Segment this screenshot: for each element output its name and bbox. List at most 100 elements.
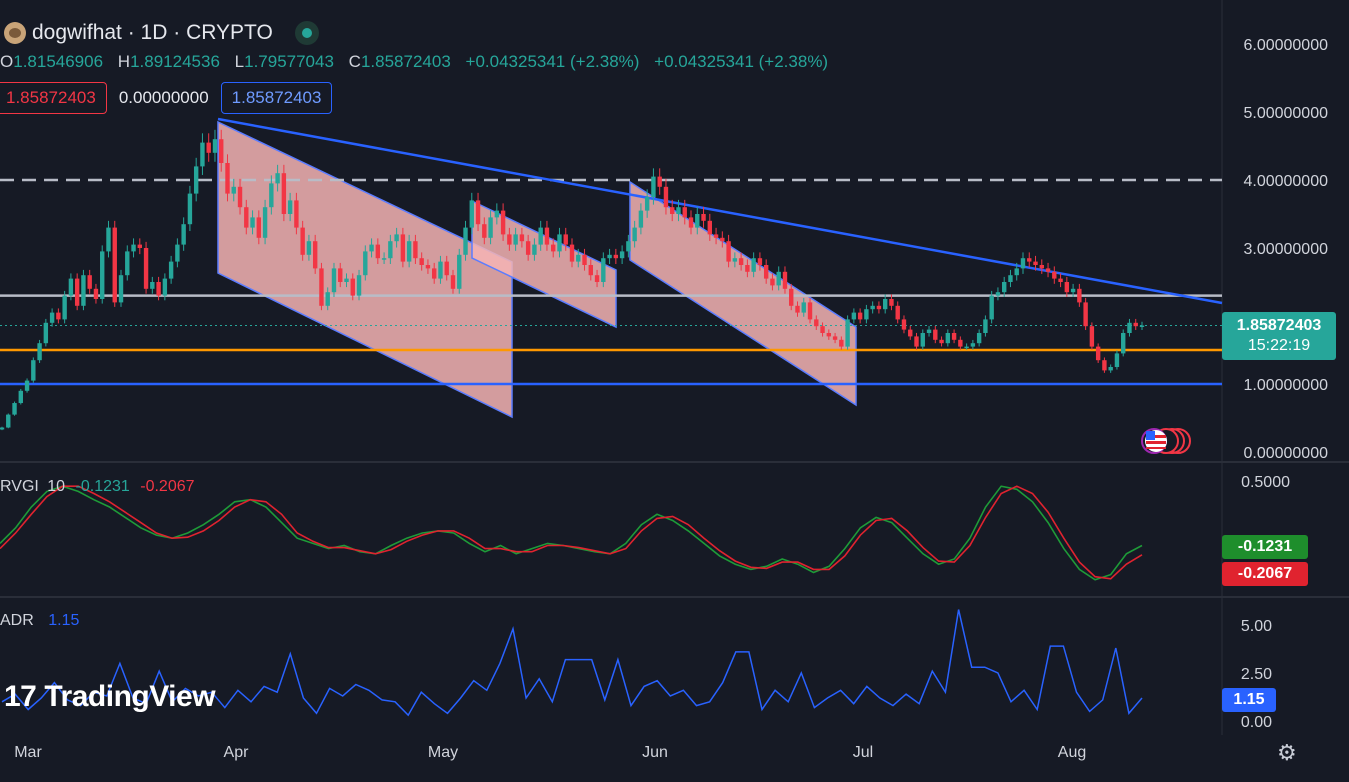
sell-price-box[interactable]: 1.85872403 xyxy=(0,82,107,114)
candle-body xyxy=(532,244,537,255)
tradingview-logo[interactable]: 17 TradingView xyxy=(4,680,216,714)
candle-body xyxy=(851,312,857,320)
candle-body xyxy=(49,312,55,323)
time-axis-label: Jun xyxy=(642,744,668,761)
candle-body xyxy=(1102,360,1107,371)
time-axis-label: May xyxy=(428,744,458,761)
adr-legend[interactable]: ADR 1.15 xyxy=(0,612,79,630)
candle-body xyxy=(682,207,687,218)
adr-line xyxy=(1,609,1143,717)
candle-body xyxy=(519,234,525,242)
candle-body xyxy=(100,251,105,299)
candle-body xyxy=(200,142,205,167)
candle-body xyxy=(644,197,650,211)
candle-body xyxy=(1127,322,1132,333)
candle-body xyxy=(1001,282,1007,293)
candle-body xyxy=(156,282,161,296)
candle-body xyxy=(983,319,988,333)
candle-body xyxy=(1121,333,1126,354)
candle-body xyxy=(820,326,825,333)
candle-body xyxy=(24,380,30,391)
candle-body xyxy=(525,241,531,255)
candle-body xyxy=(563,234,568,245)
candle-body xyxy=(206,142,211,153)
adr-axis-label: 0.00 xyxy=(1241,714,1272,731)
candle-body xyxy=(62,295,67,320)
ohlc-legend: O1.81546906 H1.89124536 L1.79577043 C1.8… xyxy=(0,52,828,72)
symbol-title[interactable]: dogwifhat · 1D · CRYPTO xyxy=(32,21,273,44)
candle-body xyxy=(795,305,800,313)
candle-body xyxy=(507,234,512,245)
settings-gear-icon[interactable]: ⚙ xyxy=(1277,740,1297,765)
buy-price-box[interactable]: 1.85872403 xyxy=(220,82,333,114)
candle-body xyxy=(56,312,61,320)
candle-body xyxy=(807,302,813,320)
candle-body xyxy=(707,220,713,235)
candle-body xyxy=(68,278,74,296)
candle-body xyxy=(137,244,143,248)
candle-body xyxy=(889,299,894,306)
candle-body xyxy=(162,278,168,296)
candle-body xyxy=(300,227,305,255)
change-value-2: +0.04325341 (+2.38%) xyxy=(654,52,829,71)
candle-body xyxy=(557,234,562,252)
candle-body xyxy=(338,268,343,282)
symbol-avatar xyxy=(4,22,26,44)
candle-body xyxy=(394,234,399,242)
candle-body xyxy=(895,305,900,320)
candle-body xyxy=(613,254,619,259)
rvgi-legend[interactable]: RVGI 10 -0.1231 -0.2067 xyxy=(0,478,195,496)
candle-body xyxy=(488,217,493,238)
rvgi-tag-red: -0.2067 xyxy=(1222,562,1308,586)
candle-body xyxy=(720,237,725,242)
time-axis-label: Apr xyxy=(224,744,250,761)
candle-body xyxy=(908,329,913,337)
candle-body xyxy=(826,333,832,337)
candle-body xyxy=(425,265,431,269)
candle-body xyxy=(93,288,99,299)
candle-body xyxy=(713,234,719,238)
candle-body xyxy=(757,258,763,265)
candle-body xyxy=(958,339,963,347)
rvgi-axis-label: 0.5000 xyxy=(1241,474,1290,491)
candle-body xyxy=(632,227,637,242)
change-value-1: +0.04325341 (+2.38%) xyxy=(465,52,640,71)
candle-body xyxy=(143,248,149,289)
candle-body xyxy=(1133,322,1138,327)
candle-body xyxy=(413,241,418,259)
market-status-icon[interactable] xyxy=(294,21,319,45)
candle-body xyxy=(670,207,675,214)
symbol-header[interactable]: dogwifhat · 1D · CRYPTO xyxy=(0,18,319,48)
candle-body xyxy=(701,214,706,221)
candle-body xyxy=(350,278,355,296)
candle-body xyxy=(1020,258,1026,269)
candle-body xyxy=(406,241,412,262)
price-axis-label: 4.00000000 xyxy=(1243,173,1328,190)
price-axis-label: 5.00000000 xyxy=(1243,105,1328,122)
close-label: C xyxy=(348,52,361,71)
candle-body xyxy=(1058,278,1063,282)
candle-body xyxy=(150,282,155,289)
candle-body xyxy=(281,173,287,214)
candle-body xyxy=(776,271,781,286)
candle-body xyxy=(1095,346,1101,361)
candle-body xyxy=(544,227,550,245)
last-price-value: 1.85872403 xyxy=(1236,317,1322,334)
candle-body xyxy=(363,251,368,276)
candle-body xyxy=(651,176,656,197)
candle-body xyxy=(695,214,700,228)
candle-body xyxy=(87,275,92,289)
us-flag-events-icon[interactable] xyxy=(1130,426,1192,456)
candle-body xyxy=(6,414,11,428)
order-boxes: 1.85872403 0.00000000 1.85872403 xyxy=(0,82,333,114)
open-label: O xyxy=(0,52,14,71)
candle-body xyxy=(244,207,249,228)
rvgi-value-2: -0.2067 xyxy=(140,478,195,495)
low-value: 1.79577043 xyxy=(244,52,334,71)
candle-body xyxy=(450,275,456,289)
candle-body xyxy=(732,258,738,262)
candle-body xyxy=(0,427,5,430)
rvgi-series-line xyxy=(0,485,1143,581)
candle-body xyxy=(619,251,625,259)
